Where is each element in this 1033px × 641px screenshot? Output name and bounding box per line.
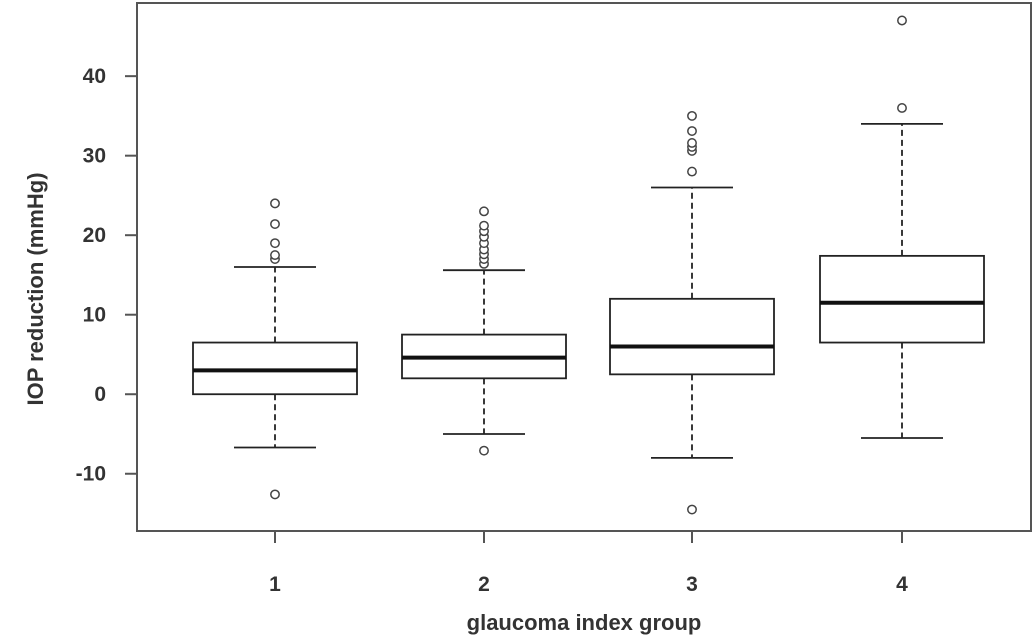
x-tick-label: 3 <box>686 573 698 596</box>
y-tick-label: 0 <box>94 383 106 406</box>
y-axis: -10 0 10 20 30 40 <box>76 65 137 486</box>
iqr-box <box>819 254 985 344</box>
x-tick-label: 2 <box>478 573 490 596</box>
x-axis: 1 2 3 4 <box>269 531 908 596</box>
x-axis-title: glaucoma index group <box>467 610 702 635</box>
y-tick-label: 10 <box>83 304 106 327</box>
y-tick-label: 30 <box>83 145 106 168</box>
y-tick-label: 40 <box>83 65 106 88</box>
box-group-1 <box>192 198 358 500</box>
y-tick-label: 20 <box>83 224 106 247</box>
outlier-point <box>687 166 697 177</box>
outlier-point <box>270 250 280 261</box>
y-axis-title: IOP reduction (mmHg) <box>23 172 48 405</box>
x-tick-label: 4 <box>896 573 908 596</box>
x-tick-label: 1 <box>269 573 281 596</box>
outlier-point <box>270 198 280 209</box>
outlier-point <box>687 110 697 121</box>
outlier-point <box>479 206 489 217</box>
outlier-point <box>897 103 907 113</box>
iqr-box <box>609 297 775 376</box>
outlier-point <box>270 489 280 500</box>
boxes <box>192 15 985 515</box>
plot-frame <box>136 2 1032 532</box>
outlier-point <box>479 220 489 231</box>
outlier-point <box>687 504 697 515</box>
y-tick-label: -10 <box>76 463 106 486</box>
outlier-point <box>687 126 697 136</box>
box-group-3 <box>609 110 775 515</box>
box-group-2 <box>401 206 567 456</box>
outlier-point <box>479 445 489 456</box>
outlier-point <box>270 219 280 230</box>
outlier-point <box>270 238 280 249</box>
outlier-point <box>897 15 907 26</box>
outlier-point <box>687 138 697 148</box>
box-group-4 <box>819 15 985 439</box>
